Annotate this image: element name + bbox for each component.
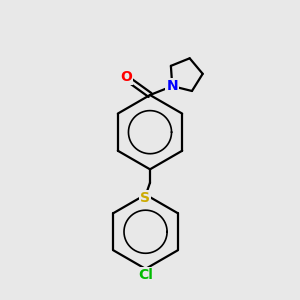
Text: S: S: [140, 191, 150, 205]
Text: N: N: [167, 79, 178, 93]
Text: O: O: [120, 70, 132, 84]
Text: Cl: Cl: [138, 268, 153, 282]
